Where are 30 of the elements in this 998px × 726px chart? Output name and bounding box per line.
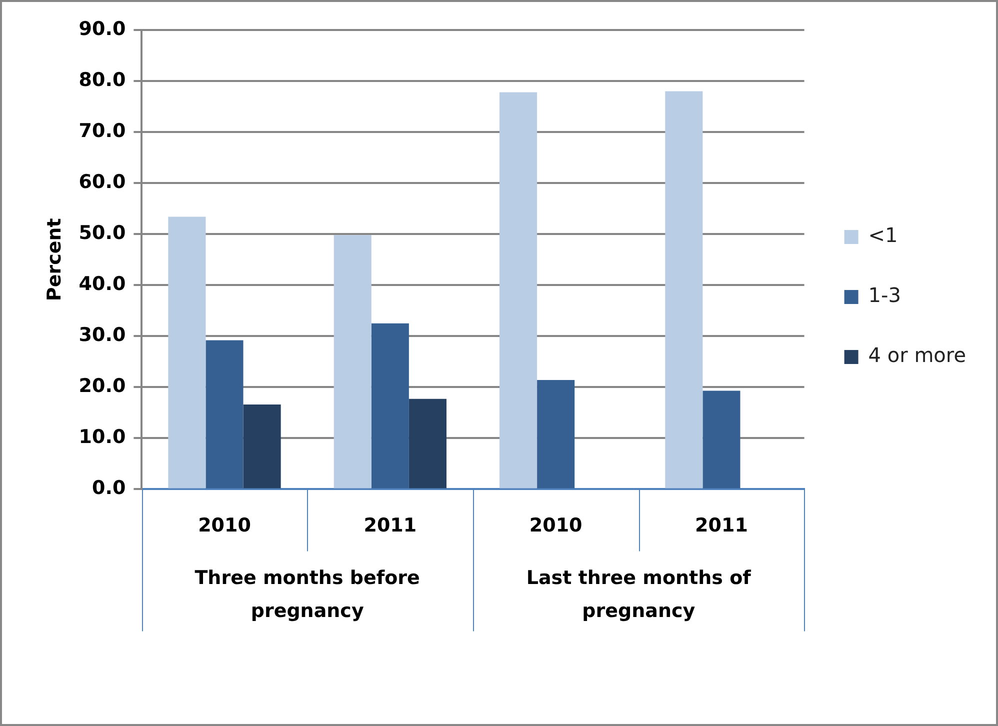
legend-label: 1-3 <box>868 283 901 308</box>
text: Last three months of pregnancy <box>526 567 752 622</box>
y-tick-label: 90.0 <box>78 18 126 40</box>
y-tick-label: 0.0 <box>92 477 126 500</box>
x-tick-label: 2010 <box>198 514 251 537</box>
legend-label: <1 <box>868 223 898 248</box>
bar <box>334 235 372 488</box>
bar <box>499 92 538 488</box>
y-tick-label: 70.0 <box>78 120 126 142</box>
bar <box>702 390 740 488</box>
y-tick-label: 50.0 <box>78 222 126 244</box>
x-tick-label: 2010 <box>529 514 582 537</box>
y-tick-label: 40.0 <box>78 273 126 296</box>
text: Three months before pregnancy <box>194 567 420 622</box>
bar <box>206 340 244 488</box>
y-axis-title: Percent <box>43 218 66 302</box>
x-tick-label: 2011 <box>364 514 417 537</box>
bar <box>168 216 206 488</box>
y-tick-label: 60.0 <box>78 171 126 194</box>
y-tick-label: 10.0 <box>78 426 126 448</box>
bar <box>371 323 409 488</box>
legend-label: 4 or more <box>868 343 966 368</box>
y-tick-label: 80.0 <box>78 68 126 91</box>
x-tick-label: 2011 <box>695 514 748 537</box>
bar <box>243 404 281 488</box>
bar <box>665 91 703 488</box>
bar <box>537 380 575 488</box>
y-tick-label: 20.0 <box>78 375 126 398</box>
y-tick-label: 30.0 <box>78 324 126 346</box>
bar <box>408 398 446 488</box>
